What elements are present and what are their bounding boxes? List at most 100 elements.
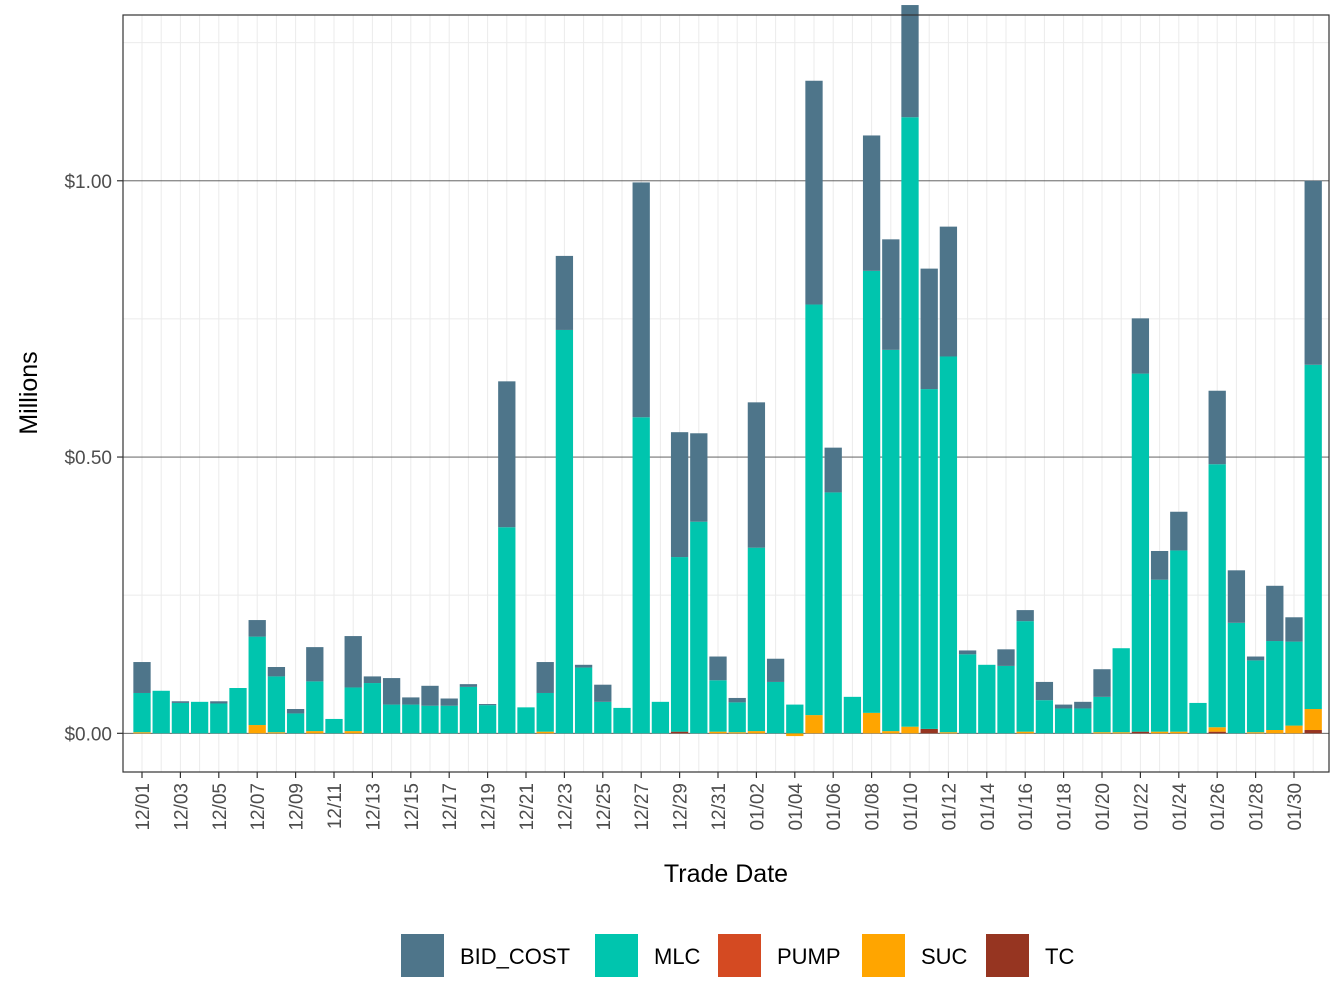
bar-segment-mlc [1246,660,1265,733]
bar-segment-mlc [1054,708,1073,734]
bar-segment-suc [786,733,804,737]
y-axis: $0.00 $0.50 $1.00 [64,172,123,745]
bar-segment-bid-cost [402,697,420,705]
x-tick-label: 01/30 [1285,783,1306,831]
bar-segment-suc [267,732,286,734]
bar-segment-suc [882,731,900,734]
bar-segment-mlc [517,707,535,734]
bar-segment-mlc [498,527,516,734]
bar-segment-mlc [363,683,382,734]
bar-segment-bid-cost [690,433,708,522]
bar-segment-mlc [632,417,650,734]
x-tick-label: 12/31 [709,783,730,831]
bar-segment-mlc [958,654,977,734]
x-tick-label: 01/16 [1016,783,1037,831]
bar-segment-suc [1093,732,1111,734]
x-tick-label: 01/06 [824,783,845,831]
legend: BID_COST MLC PUMP SUC TC [401,934,1074,977]
bar-segment-bid-cost [1170,511,1188,551]
x-tick-label: 01/22 [1131,783,1152,831]
bar-segment-suc [1246,732,1265,734]
bar-segment-mlc [1150,579,1169,732]
bar-segment-mlc [440,705,458,734]
bar-segment-bid-cost [421,685,439,706]
bar-segment-tc [1304,730,1322,734]
bar-segment-suc [1170,731,1188,734]
x-tick-label: 12/03 [171,783,192,831]
bar-segment-mlc [555,329,574,734]
bar-segment-mlc [805,304,823,716]
bar-segment-mlc [478,705,497,734]
legend-key-pump [718,934,761,977]
bar-segment-bid-cost [574,664,593,668]
bar-segment-mlc [939,356,958,733]
bar-segment-bid-cost [709,656,727,681]
bar-segment-bid-cost [133,662,151,693]
y-tick-label: $0.00 [64,724,112,745]
bar-segment-mlc [1208,464,1226,728]
bar-segment-mlc [1170,550,1188,732]
legend-label: BID_COST [460,944,570,969]
bar-segment-mlc [536,692,554,732]
x-tick-label: 12/27 [632,783,653,831]
bar-segment-bid-cost [363,676,382,684]
bar-segment-bid-cost [939,226,958,357]
bar-segment-mlc [459,686,478,734]
x-axis-title: Trade Date [664,860,788,888]
legend-label: PUMP [777,944,841,969]
bar-segment-suc [1285,725,1303,734]
x-tick-label: 01/18 [1055,783,1076,831]
x-tick-label: 12/21 [517,783,538,831]
bar-segment-tc [920,728,938,734]
bar-segment-bid-cost [747,402,766,548]
y-axis-title: Millions [15,351,43,434]
x-tick-label: 12/15 [402,783,423,831]
bar-segment-suc [1112,732,1130,734]
bar-segment-bid-cost [670,432,689,558]
x-tick-label: 12/17 [440,783,461,831]
bar-segment-bid-cost [1246,656,1265,661]
bar-segment-bid-cost [1093,669,1111,697]
bar-segment-tc [670,731,689,734]
bar-segment-bid-cost [210,701,228,704]
bar-segment-mlc [728,702,746,733]
bar-segment-mlc [1227,622,1246,734]
bar-segment-mlc [690,521,708,734]
x-tick-label: 12/19 [479,783,500,831]
bar-segment-mlc [1266,641,1284,730]
bar-segment-bid-cost [1227,570,1246,623]
bar-segment-mlc [210,703,228,734]
bar-segment-mlc [286,713,305,734]
bar-segment-bid-cost [882,239,900,350]
bar-segment-bid-cost [766,658,785,682]
x-axis: 12/01 12/03 12/05 12/07 12/09 12/11 12/13 12/15… [133,772,1306,831]
bar-segment-suc [1208,727,1226,732]
bar-segment-suc [133,732,151,734]
bar-segment-mlc [824,492,842,734]
bar-segment-bid-cost [805,80,823,305]
bar-segment-suc [709,731,727,734]
bar-segment-bid-cost [1304,180,1322,365]
bar-segment-mlc [1093,696,1111,733]
y-tick-label: $1.00 [64,172,112,193]
bar-segment-bid-cost [1035,681,1054,701]
x-tick-label: 01/04 [786,783,807,831]
bar-segment-mlc [1112,648,1130,733]
bar-segment-mlc [594,701,612,734]
x-tick-label: 12/01 [133,783,154,831]
bar-segment-mlc [1304,364,1322,710]
x-tick-label: 12/11 [325,783,346,829]
bar-segment-suc [536,731,554,734]
bar-segment-mlc [1035,700,1054,734]
bar-segment-mlc [1189,702,1207,734]
bar-segment-mlc [613,707,631,734]
legend-key-mlc [595,934,638,977]
x-tick-label: 01/24 [1170,783,1191,831]
bar-segment-bid-cost [344,636,362,688]
bar-segment-mlc [901,117,919,727]
bar-segment-suc [344,731,362,734]
x-tick-label: 12/29 [671,783,692,831]
bar-segment-bid-cost [1150,550,1169,580]
bar-segment-suc [728,732,746,734]
bar-segment-mlc [152,690,170,734]
